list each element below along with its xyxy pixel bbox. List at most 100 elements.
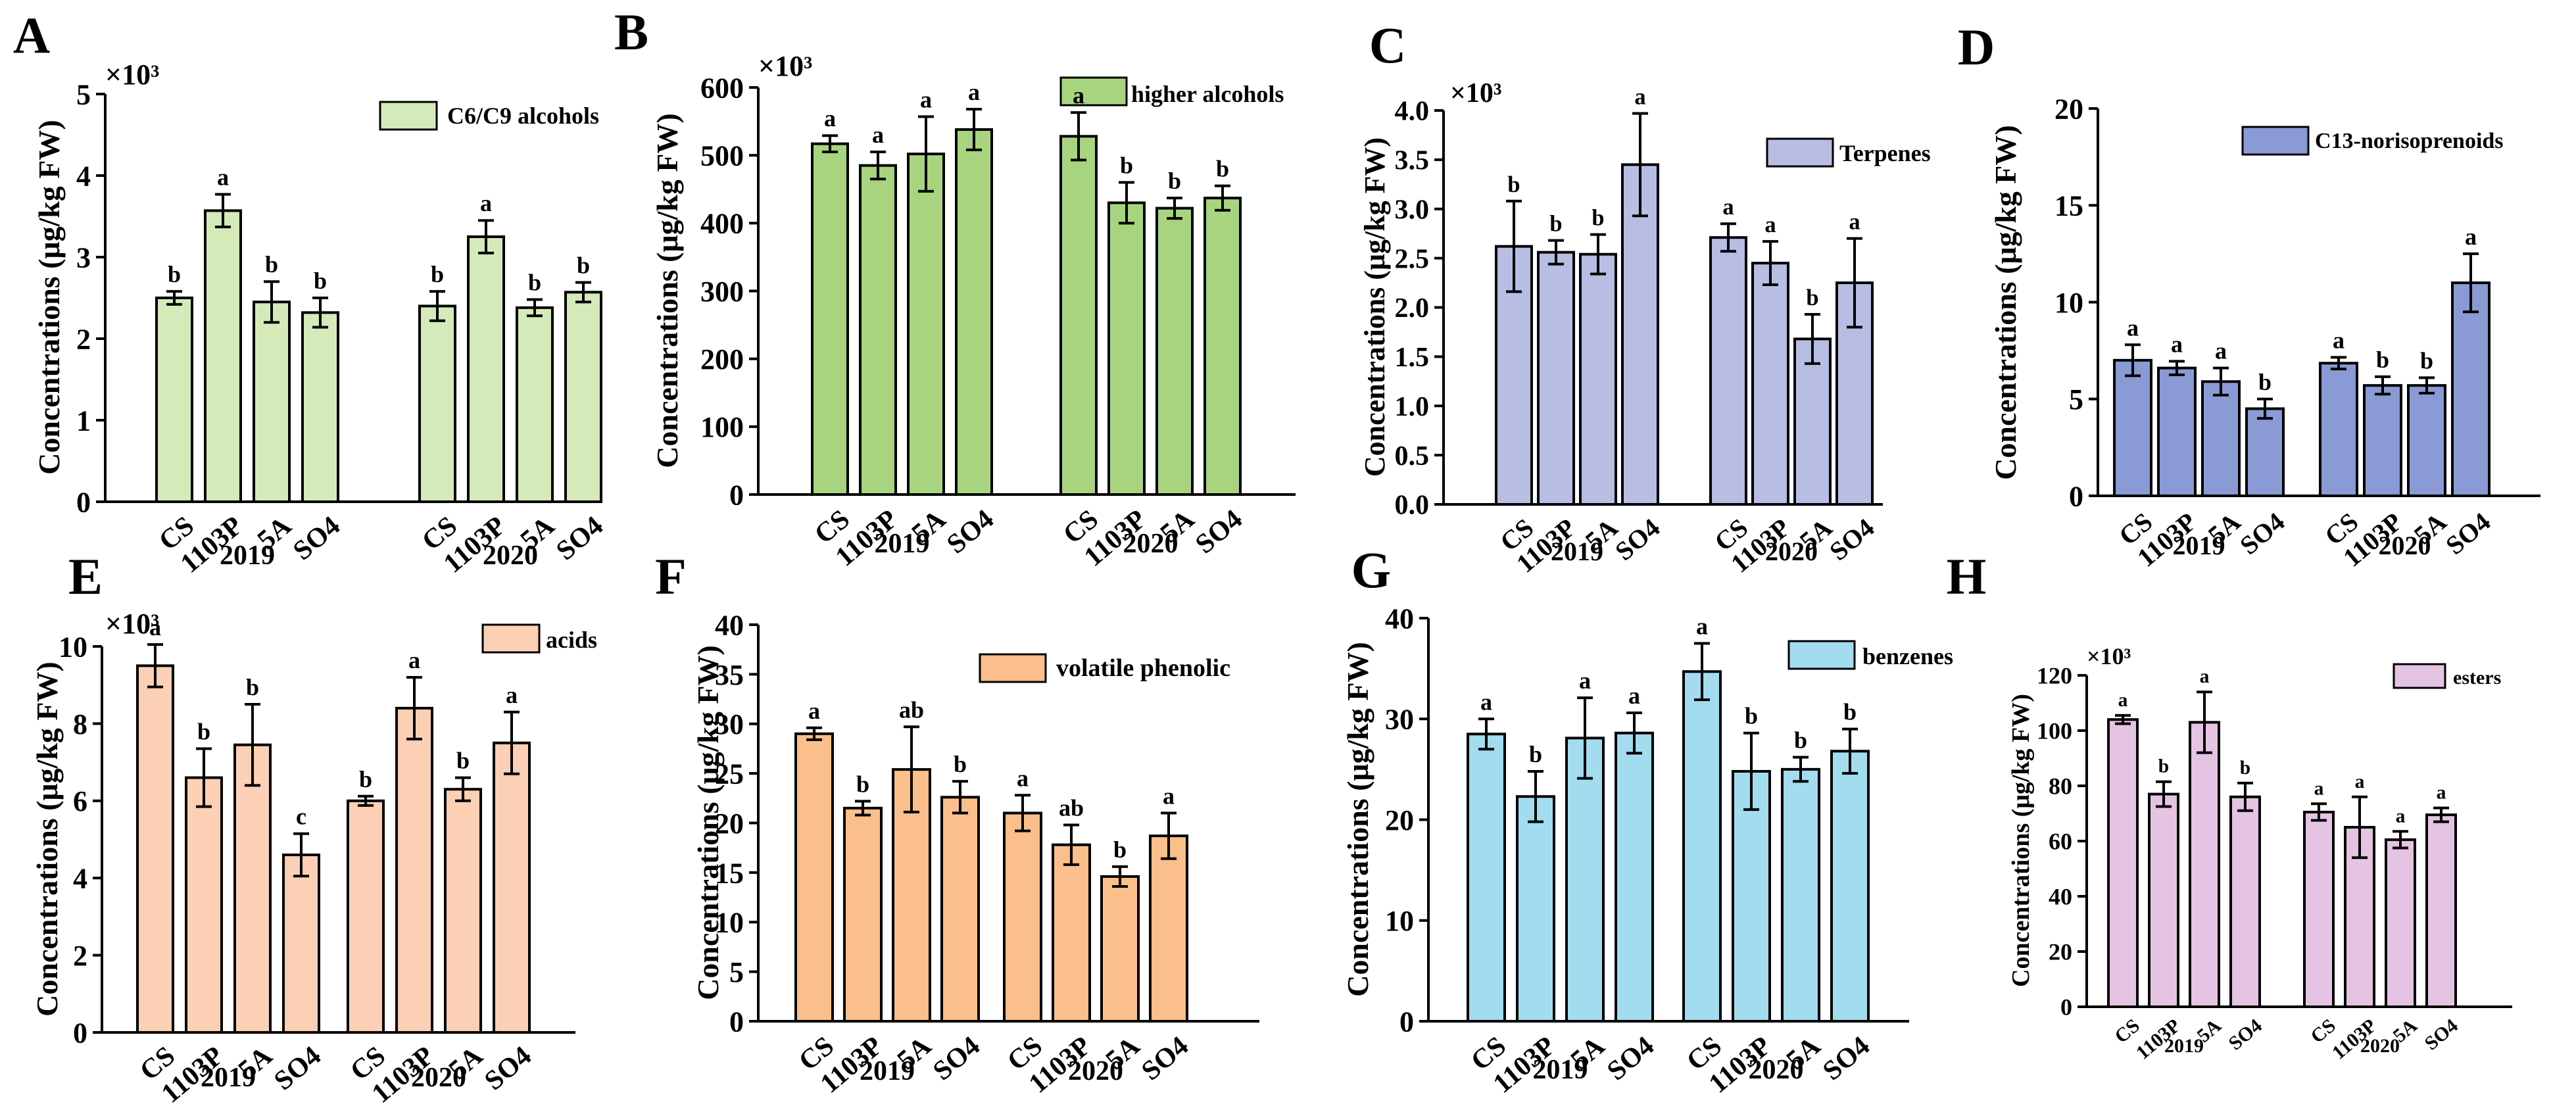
y-tick-label: 0.0 bbox=[1395, 491, 1430, 521]
significance-letter: b bbox=[1843, 699, 1857, 725]
y-tick-label: 0 bbox=[76, 486, 91, 518]
legend-swatch bbox=[379, 101, 438, 131]
bar bbox=[1467, 733, 1506, 1023]
y-tick-label: 0.5 bbox=[1395, 441, 1430, 471]
significance-letter: ab bbox=[899, 696, 924, 723]
significance-letter: c bbox=[296, 804, 306, 830]
significance-letter: a bbox=[2465, 224, 2477, 250]
panel-letter: E bbox=[68, 548, 103, 605]
y-tick-label: 3 bbox=[76, 241, 91, 274]
bar bbox=[1751, 262, 1789, 506]
significance-letter: a bbox=[1163, 783, 1175, 809]
significance-letter: b bbox=[265, 251, 278, 278]
legend-label: higher alcohols bbox=[1131, 81, 1284, 107]
significance-letter: b bbox=[168, 261, 181, 287]
significance-letter: b bbox=[577, 252, 590, 278]
y-tick-label: 0 bbox=[729, 479, 744, 511]
legend-swatch bbox=[979, 653, 1047, 683]
significance-letter: b bbox=[1120, 152, 1133, 178]
bar bbox=[301, 311, 339, 503]
panel-letter: G bbox=[1351, 541, 1392, 598]
bar bbox=[467, 235, 505, 503]
significance-letter: a bbox=[1764, 212, 1776, 237]
bar bbox=[516, 306, 554, 503]
panel-a: A 0 1 2 3 4 5 ×10³ Concentrations (μg/kg FW) C6/C… bbox=[13, 7, 609, 579]
y-axis-label: Concentrations (μg/kg FW) bbox=[1359, 137, 1391, 477]
bar bbox=[2148, 792, 2179, 1008]
bar bbox=[347, 799, 385, 1034]
bar bbox=[859, 164, 897, 496]
significance-letter: b bbox=[1745, 703, 1758, 729]
bar bbox=[1732, 769, 1771, 1023]
y-tick-label: 40 bbox=[715, 609, 744, 641]
bar bbox=[418, 304, 456, 503]
bar bbox=[1149, 834, 1188, 1023]
significance-letter: b bbox=[1529, 741, 1542, 767]
significance-letter: b bbox=[197, 719, 210, 745]
bar bbox=[2407, 384, 2446, 498]
bar bbox=[1709, 236, 1747, 506]
year-label: 2020 bbox=[1068, 1056, 1123, 1086]
bar bbox=[2425, 813, 2457, 1008]
bar bbox=[1516, 795, 1555, 1023]
panel-letter: C bbox=[1369, 16, 1406, 74]
panel-h: H 0 20 40 60 80 100 120 ×10³ Concentrations (μg/k… bbox=[1947, 548, 2512, 1064]
legend-label: C6/C9 alcohols bbox=[447, 103, 599, 129]
significance-letter: ab bbox=[1059, 795, 1084, 821]
bar bbox=[1203, 197, 1242, 496]
bar bbox=[794, 732, 834, 1023]
y-multiplier: ×10³ bbox=[1450, 78, 1502, 109]
significance-letter: b bbox=[359, 766, 372, 792]
significance-letter: a bbox=[920, 86, 932, 112]
legend-swatch bbox=[1766, 137, 1834, 168]
year-label: 2019 bbox=[1551, 537, 1603, 566]
significance-letter: a bbox=[217, 164, 229, 191]
legend-swatch bbox=[2393, 663, 2446, 689]
y-tick-label: 500 bbox=[700, 140, 744, 172]
year-label: 2019 bbox=[2173, 531, 2225, 560]
bar bbox=[1003, 811, 1042, 1023]
y-tick-label: 100 bbox=[700, 411, 744, 443]
significance-letter: a bbox=[1073, 82, 1084, 109]
y-tick-label: 4 bbox=[76, 160, 91, 192]
bar bbox=[907, 153, 945, 496]
legend-label: C13-norisoprenoids bbox=[2315, 129, 2504, 153]
significance-letter: b bbox=[456, 748, 470, 774]
legend-swatch bbox=[481, 623, 541, 654]
significance-letter: b bbox=[2240, 758, 2250, 779]
y-axis-label: Concentrations (μg/kg FW) bbox=[1341, 642, 1374, 997]
bar bbox=[233, 743, 272, 1034]
bar bbox=[1537, 251, 1575, 506]
legend-swatch bbox=[2241, 126, 2310, 156]
y-tick-label: 1 bbox=[76, 404, 91, 437]
panel-c: C 0.0 0.5 1.0 1.5 2.0 2.5 3.0 3.5 4.0 ×10³ Concentr… bbox=[1359, 16, 1931, 579]
x-tick-label: SO4 bbox=[287, 510, 346, 566]
legend-label: Terpenes bbox=[1839, 140, 1931, 166]
panel-b: B 0 100 200 300 400 500 600 ×10³ Concentrations (… bbox=[614, 3, 1296, 573]
significance-letter: a bbox=[480, 190, 492, 216]
year-label: 2020 bbox=[411, 1063, 466, 1093]
significance-letter: b bbox=[1806, 285, 1818, 310]
bar bbox=[564, 291, 602, 503]
x-tick-label: SO4 bbox=[927, 1030, 986, 1086]
y-tick-label: 2 bbox=[73, 940, 87, 972]
y-multiplier: ×10³ bbox=[105, 59, 159, 91]
y-multiplier: ×10³ bbox=[758, 50, 812, 82]
y-tick-label: 200 bbox=[700, 343, 744, 375]
significance-letter: a bbox=[149, 614, 161, 641]
bar bbox=[282, 853, 320, 1034]
bar bbox=[2201, 380, 2241, 497]
y-tick-label: 400 bbox=[700, 208, 744, 240]
bar bbox=[253, 301, 291, 503]
y-tick-label: 2.0 bbox=[1395, 293, 1430, 324]
bar bbox=[955, 128, 993, 496]
bar bbox=[1107, 201, 1146, 496]
significance-letter: a bbox=[872, 122, 884, 148]
bar bbox=[185, 776, 223, 1034]
y-tick-label: 0 bbox=[2060, 994, 2072, 1021]
y-tick-label: 0 bbox=[729, 1005, 744, 1038]
y-tick-label: 2 bbox=[76, 323, 91, 355]
year-label: 2019 bbox=[1533, 1055, 1588, 1085]
bar bbox=[940, 796, 980, 1023]
y-tick-label: 4.0 bbox=[1395, 97, 1430, 127]
